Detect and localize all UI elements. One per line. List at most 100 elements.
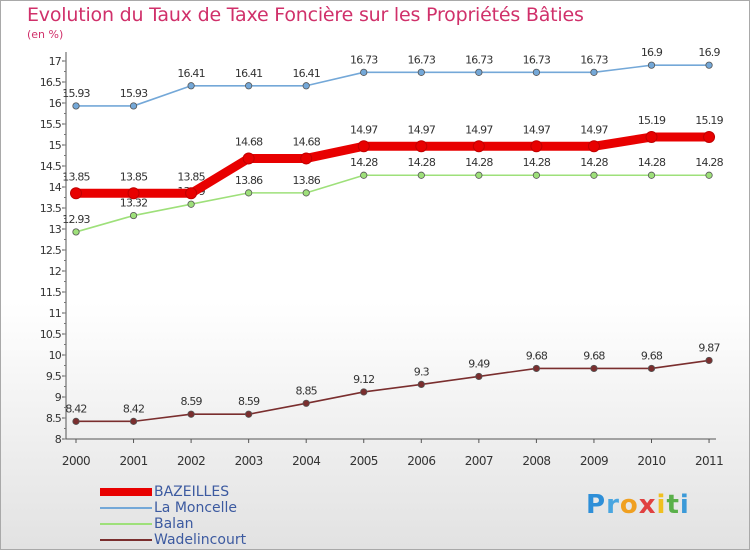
- x-tick-label: 2005: [350, 454, 378, 468]
- y-tick-label: 11: [49, 307, 61, 320]
- data-label-0: 14.68: [235, 135, 263, 148]
- y-tick-label: 8.5: [46, 412, 62, 425]
- y-tick-label: 14: [49, 181, 62, 194]
- series-point-3: [360, 388, 368, 396]
- legend-swatch-la-moncelle: [100, 507, 152, 509]
- legend-swatch-balan: [100, 523, 152, 525]
- data-label-0: 14.97: [465, 123, 493, 136]
- y-tick-label: 17: [49, 55, 62, 68]
- series-point-0: [415, 140, 428, 153]
- series-point-1: [187, 82, 195, 90]
- y-tick-label: 16.5: [40, 76, 62, 89]
- proxiti-logo: Proxiti: [586, 490, 690, 520]
- data-label-3: 9.12: [353, 373, 374, 386]
- x-tick-label: 2000: [62, 454, 90, 468]
- series-point-3: [129, 417, 138, 425]
- data-label-3: 9.49: [468, 357, 490, 370]
- series-point-3: [417, 380, 425, 388]
- series-point-2: [417, 171, 425, 179]
- data-label-0: 14.68: [292, 135, 320, 148]
- series-point-0: [300, 152, 313, 165]
- y-tick-label: 16: [49, 97, 62, 110]
- logo-letter: t: [666, 490, 680, 520]
- data-label-1: 16.73: [523, 53, 551, 66]
- series-point-0: [703, 131, 716, 144]
- series-point-0: [185, 187, 198, 200]
- y-tick-label: 13: [49, 223, 62, 236]
- series-point-2: [187, 200, 195, 208]
- data-label-2: 13.86: [292, 174, 320, 187]
- data-label-1: 16.73: [408, 53, 436, 66]
- legend-label-bazeilles: BAZEILLES: [154, 484, 230, 500]
- y-tick-label: 11.5: [40, 286, 62, 299]
- series-point-0: [472, 140, 485, 153]
- series-line-2: [75, 174, 710, 233]
- y-tick-label: 15.5: [40, 118, 62, 131]
- x-tick-label: 2007: [465, 454, 493, 468]
- data-label-1: 16.73: [465, 53, 493, 66]
- series-point-3: [72, 417, 80, 425]
- series-point-1: [475, 68, 483, 76]
- data-label-3: 9.3: [414, 365, 430, 378]
- data-label-0: 13.85: [177, 170, 205, 183]
- data-label-3: 8.59: [180, 395, 202, 408]
- data-label-0: 14.97: [580, 123, 608, 136]
- series-point-2: [129, 211, 138, 220]
- series-line-1: [75, 64, 710, 107]
- series-point-1: [532, 68, 541, 76]
- legend-swatch-bazeilles: [100, 488, 152, 496]
- y-tick-label: 8: [55, 433, 62, 446]
- series-point-1: [302, 82, 310, 90]
- logo-letter: P: [586, 490, 607, 520]
- data-label-1: 15.93: [120, 87, 148, 100]
- y-tick-label: 9.5: [46, 370, 62, 383]
- data-label-0: 14.97: [408, 123, 436, 136]
- x-tick-label: 2003: [235, 454, 263, 468]
- logo-letter: r: [606, 490, 620, 520]
- x-tick-label: 2009: [580, 454, 608, 468]
- series-point-2: [72, 228, 80, 236]
- data-label-2: 14.28: [638, 156, 666, 169]
- series-point-0: [645, 131, 658, 144]
- data-label-3: 8.42: [123, 402, 144, 415]
- series-line-3: [75, 359, 710, 423]
- data-label-2: 14.28: [408, 156, 436, 169]
- data-label-3: 8.42: [65, 402, 86, 415]
- series-point-3: [532, 364, 541, 373]
- x-tick-label: 2002: [177, 454, 205, 468]
- x-tick-label: 2010: [637, 454, 665, 468]
- series-point-3: [647, 364, 656, 373]
- data-label-2: 13.86: [235, 174, 263, 187]
- data-label-2: 14.28: [695, 156, 723, 169]
- y-tick-label: 13.5: [40, 202, 62, 215]
- chart-subtitle: (en %): [27, 28, 64, 41]
- series-point-0: [70, 187, 82, 200]
- series-point-2: [302, 189, 310, 197]
- data-label-3: 9.68: [526, 349, 548, 362]
- data-label-1: 16.9: [698, 46, 720, 59]
- data-label-3: 8.59: [238, 395, 260, 408]
- series-point-0: [242, 152, 255, 165]
- logo-letter: i: [656, 490, 667, 520]
- data-label-3: 9.68: [641, 349, 663, 362]
- y-tick-label: 9: [55, 391, 62, 404]
- data-label-3: 8.85: [296, 384, 318, 397]
- series-point-1: [72, 102, 80, 110]
- series-point-1: [129, 102, 138, 110]
- data-label-2: 14.28: [465, 156, 493, 169]
- y-tick-label: 10: [49, 349, 62, 362]
- data-label-0: 13.85: [62, 170, 90, 183]
- series-point-3: [187, 410, 195, 418]
- data-label-2: 14.28: [350, 156, 378, 169]
- x-tick-label: 2011: [695, 454, 723, 468]
- legend-label-balan: Balan: [154, 516, 194, 532]
- series-point-3: [475, 372, 483, 381]
- data-label-2: 13.32: [120, 197, 148, 210]
- series-point-0: [530, 140, 543, 153]
- series-point-3: [245, 410, 253, 418]
- x-tick-label: 2008: [522, 454, 550, 468]
- legend-label-la-moncelle: La Moncelle: [154, 500, 238, 516]
- series-point-2: [647, 171, 656, 179]
- series-point-2: [245, 189, 253, 197]
- logo-letter: x: [638, 490, 657, 520]
